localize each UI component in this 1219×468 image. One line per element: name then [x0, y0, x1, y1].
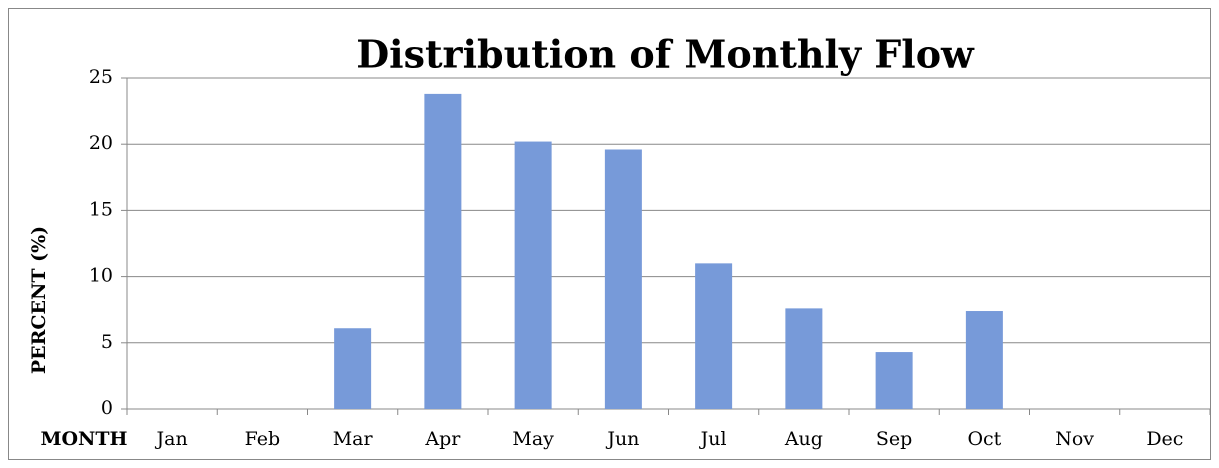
x-tick-label: Jan	[155, 428, 188, 450]
x-tick-label: Dec	[1146, 428, 1183, 450]
y-tick-label: 15	[89, 198, 113, 220]
x-tick-label: Sep	[876, 428, 912, 450]
x-tick-label: Mar	[333, 428, 374, 450]
x-tick-label: Jul	[699, 428, 727, 450]
x-tick-label: Aug	[784, 428, 823, 450]
x-tick-label: Oct	[967, 428, 1001, 450]
y-tick-label: 10	[89, 265, 113, 287]
bar	[875, 352, 913, 409]
y-tick-label: 0	[101, 397, 113, 419]
bar	[604, 149, 642, 409]
y-axis-title: PERCENT (%)	[28, 226, 50, 374]
bar	[514, 141, 552, 409]
bar	[334, 328, 372, 409]
bar	[424, 93, 462, 409]
x-tick-label: Jun	[605, 428, 639, 450]
x-tick-label: Apr	[424, 428, 461, 450]
x-tick-label: Nov	[1055, 428, 1094, 450]
y-tick-label: 25	[89, 66, 113, 88]
bar	[785, 308, 823, 409]
bar	[965, 311, 1003, 409]
chart-title: Distribution of Monthly Flow	[356, 32, 975, 77]
x-axis-title: MONTH	[40, 428, 127, 450]
x-tick-label: May	[512, 428, 554, 450]
y-tick-label: 20	[89, 132, 113, 154]
y-tick-label: 5	[101, 331, 113, 353]
x-tick-label: Feb	[245, 428, 281, 450]
bar	[695, 263, 733, 409]
